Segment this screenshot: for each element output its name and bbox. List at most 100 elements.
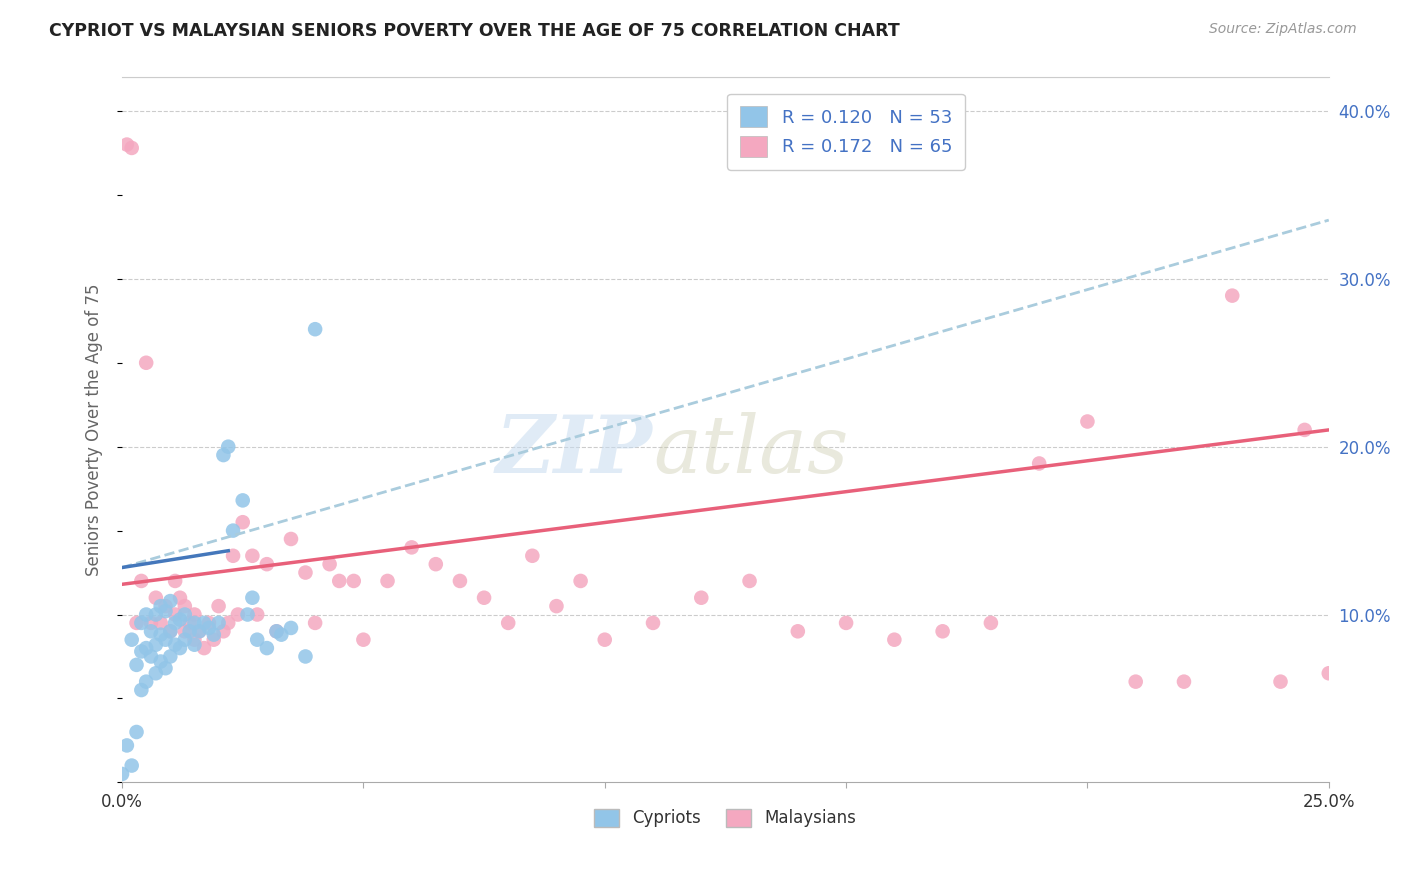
Point [179,615,201,630]
Point [522,549,544,563]
Point [240,549,263,563]
Point [135,356,157,370]
Point [294,649,316,664]
Point [149,615,172,630]
Point [786,624,808,639]
Point [496,615,519,630]
Point [835,615,858,630]
Point [266,624,288,639]
Point [546,599,568,614]
Point [425,557,447,571]
Point [198,615,221,630]
Point [193,641,215,656]
Point [183,638,205,652]
Point [193,615,215,630]
Point [738,574,761,588]
Point [131,644,153,658]
Point [145,591,167,605]
Point [280,621,302,635]
Point [222,549,245,563]
Point [318,557,340,571]
Point [352,632,374,647]
Point [569,574,592,588]
Point [139,624,162,639]
Point [328,574,350,588]
Point [294,566,316,580]
Point [155,604,177,618]
Point [173,624,195,639]
Point [1317,666,1340,681]
Point [236,607,259,622]
Point [145,666,167,681]
Point [256,557,278,571]
Point [183,632,205,647]
Point [121,632,143,647]
Text: Source: ZipAtlas.com: Source: ZipAtlas.com [1209,22,1357,37]
Point [207,599,229,614]
Point [198,621,221,635]
Point [246,632,269,647]
Point [931,624,953,639]
Point [1270,674,1292,689]
Legend: Cypriots, Malaysians: Cypriots, Malaysians [588,802,863,834]
Point [449,574,471,588]
Point [125,615,148,630]
Point [1294,423,1316,437]
Point [226,607,249,622]
Point [472,591,495,605]
Point [121,141,143,155]
Text: CYPRIOT VS MALAYSIAN SENIORS POVERTY OVER THE AGE OF 75 CORRELATION CHART: CYPRIOT VS MALAYSIAN SENIORS POVERTY OVE… [49,22,900,40]
Point [304,322,326,336]
Point [149,599,172,614]
Point [343,574,366,588]
Point [232,493,254,508]
Point [139,649,162,664]
Point [135,674,157,689]
Point [266,624,288,639]
Point [115,137,138,152]
Point [232,515,254,529]
Point [131,615,153,630]
Point [169,641,191,656]
Point [240,591,263,605]
Point [145,638,167,652]
Point [641,615,664,630]
Point [149,655,172,669]
Point [111,767,134,781]
Text: atlas: atlas [652,412,848,490]
Point [121,758,143,772]
Point [155,661,177,675]
Point [217,440,239,454]
Point [280,532,302,546]
Text: ZIP: ZIP [496,412,652,490]
Point [169,591,191,605]
Point [1028,457,1050,471]
Point [131,574,153,588]
Point [155,632,177,647]
Point [149,627,172,641]
Point [173,599,195,614]
Point [169,613,191,627]
Point [304,615,326,630]
Point [179,624,201,639]
Point [270,627,292,641]
Point [165,615,187,630]
Point [173,632,195,647]
Point [1125,674,1147,689]
Point [115,739,138,753]
Point [159,624,181,639]
Point [212,624,235,639]
Point [125,725,148,739]
Point [131,683,153,698]
Point [165,607,187,622]
Point [207,615,229,630]
Point [183,615,205,630]
Point [202,627,225,641]
Point [159,624,181,639]
Point [125,657,148,672]
Point [165,638,187,652]
Point [139,615,162,630]
Point [173,607,195,622]
Point [246,607,269,622]
Point [593,632,616,647]
